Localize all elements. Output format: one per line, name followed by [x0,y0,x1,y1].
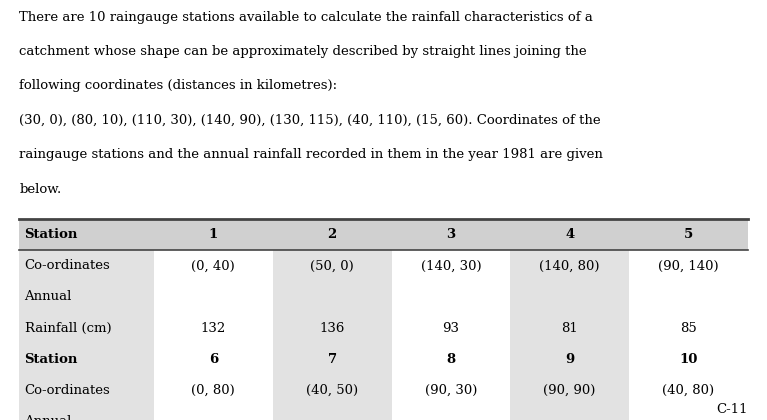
FancyBboxPatch shape [510,219,629,250]
FancyBboxPatch shape [629,281,748,312]
FancyBboxPatch shape [273,344,391,375]
FancyBboxPatch shape [391,219,510,250]
FancyBboxPatch shape [273,250,391,281]
FancyBboxPatch shape [273,219,391,250]
FancyBboxPatch shape [391,406,510,420]
Text: 10: 10 [680,353,698,365]
FancyBboxPatch shape [391,250,510,281]
Text: Co-ordinates: Co-ordinates [25,260,110,272]
Text: 6: 6 [209,353,218,365]
Text: (0, 80): (0, 80) [192,384,235,396]
Text: C-11: C-11 [716,403,748,416]
FancyBboxPatch shape [510,250,629,281]
FancyBboxPatch shape [510,375,629,406]
Text: Rainfall (cm): Rainfall (cm) [25,322,111,334]
Text: (30, 0), (80, 10), (110, 30), (140, 90), (130, 115), (40, 110), (15, 60). Coordi: (30, 0), (80, 10), (110, 30), (140, 90),… [19,114,601,127]
FancyBboxPatch shape [154,219,273,250]
FancyBboxPatch shape [510,312,629,344]
Text: (90, 90): (90, 90) [544,384,596,396]
Text: 93: 93 [443,322,459,334]
Text: 8: 8 [446,353,456,365]
Text: Annual: Annual [25,291,72,303]
Text: Co-ordinates: Co-ordinates [25,384,110,396]
Text: (90, 140): (90, 140) [658,260,719,272]
FancyBboxPatch shape [19,250,154,281]
Text: (90, 30): (90, 30) [425,384,477,396]
FancyBboxPatch shape [629,219,748,250]
FancyBboxPatch shape [19,375,154,406]
Text: catchment whose shape can be approximately described by straight lines joining t: catchment whose shape can be approximate… [19,45,587,58]
Text: 3: 3 [446,228,456,241]
Text: 4: 4 [565,228,574,241]
FancyBboxPatch shape [629,406,748,420]
Text: 136: 136 [319,322,345,334]
FancyBboxPatch shape [154,344,273,375]
Text: (50, 0): (50, 0) [311,260,354,272]
FancyBboxPatch shape [19,406,154,420]
FancyBboxPatch shape [19,344,154,375]
FancyBboxPatch shape [391,344,510,375]
Text: 1: 1 [209,228,218,241]
FancyBboxPatch shape [154,250,273,281]
FancyBboxPatch shape [391,312,510,344]
FancyBboxPatch shape [273,375,391,406]
FancyBboxPatch shape [19,312,154,344]
FancyBboxPatch shape [629,312,748,344]
Text: There are 10 raingauge stations available to calculate the rainfall characterist: There are 10 raingauge stations availabl… [19,10,593,24]
Text: (40, 50): (40, 50) [306,384,358,396]
Text: (40, 80): (40, 80) [663,384,715,396]
Text: (140, 30): (140, 30) [420,260,481,272]
Text: (0, 40): (0, 40) [192,260,235,272]
Text: (140, 80): (140, 80) [539,260,600,272]
FancyBboxPatch shape [391,281,510,312]
FancyBboxPatch shape [19,281,154,312]
FancyBboxPatch shape [629,250,748,281]
Text: following coordinates (distances in kilometres):: following coordinates (distances in kilo… [19,79,337,92]
FancyBboxPatch shape [273,312,391,344]
Text: 85: 85 [680,322,696,334]
FancyBboxPatch shape [154,281,273,312]
Text: 5: 5 [684,228,693,241]
Text: 81: 81 [561,322,578,334]
Text: Station: Station [25,228,78,241]
Text: raingauge stations and the annual rainfall recorded in them in the year 1981 are: raingauge stations and the annual rainfa… [19,148,603,161]
FancyBboxPatch shape [629,344,748,375]
Text: 9: 9 [565,353,574,365]
FancyBboxPatch shape [510,281,629,312]
FancyBboxPatch shape [19,219,154,250]
FancyBboxPatch shape [391,375,510,406]
FancyBboxPatch shape [510,406,629,420]
Text: Station: Station [25,353,78,365]
Text: 2: 2 [328,228,337,241]
FancyBboxPatch shape [629,375,748,406]
Text: below.: below. [19,183,61,196]
Text: 132: 132 [201,322,226,334]
FancyBboxPatch shape [273,406,391,420]
FancyBboxPatch shape [154,375,273,406]
FancyBboxPatch shape [154,312,273,344]
Text: 7: 7 [328,353,337,365]
FancyBboxPatch shape [273,281,391,312]
Text: Annual: Annual [25,415,72,420]
FancyBboxPatch shape [510,344,629,375]
FancyBboxPatch shape [154,406,273,420]
